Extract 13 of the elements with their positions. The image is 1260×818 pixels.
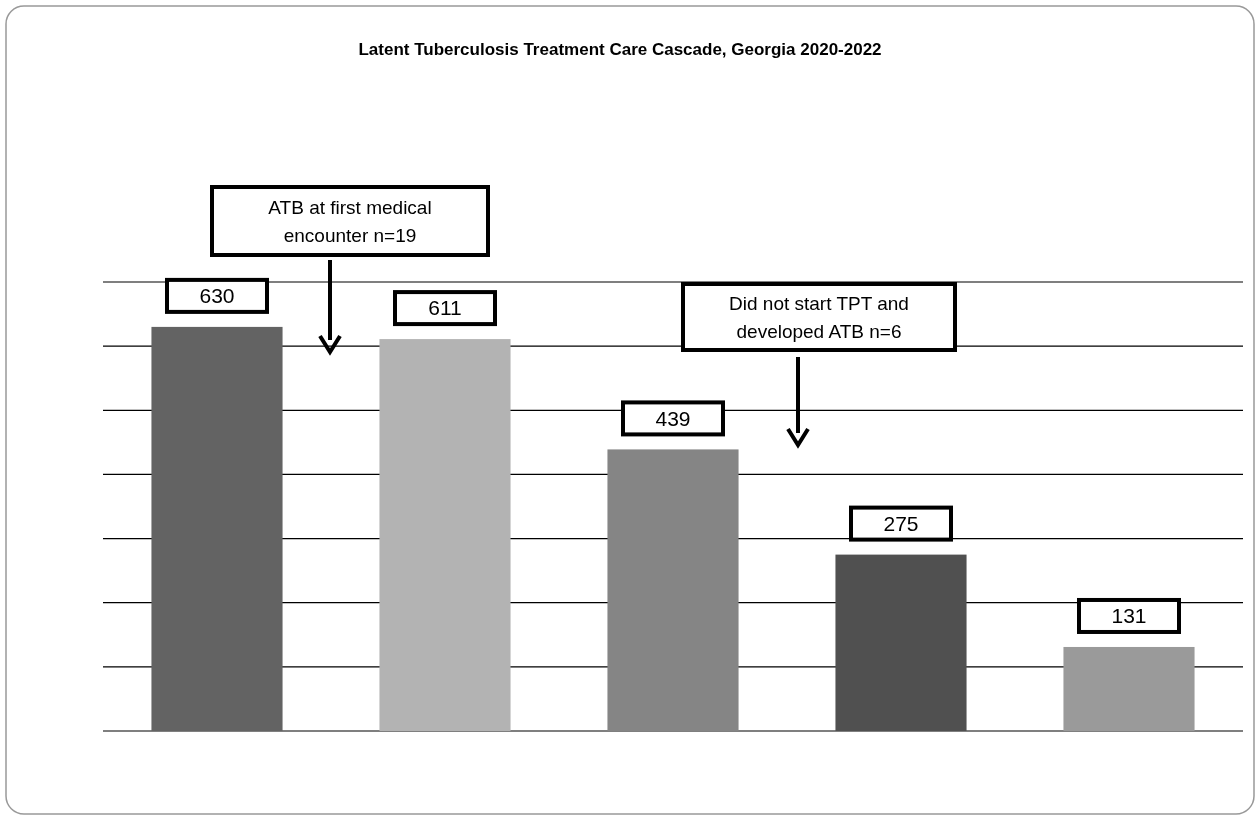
annotation: Did not start TPT and developed ATB n=6 [729,292,909,342]
data-label: 630 [199,284,235,308]
text: ATB at first medical encounter n=19 [268,196,432,246]
bar [379,339,511,731]
data-label: 275 [883,511,919,535]
bar [607,449,739,731]
data-label: 439 [655,406,691,430]
chart-title: Latent Tuberculosis Treatment Care Cascade, Georgia 2020-2022 [358,40,882,59]
bar [1063,646,1195,731]
bar [835,554,967,731]
bar [151,326,283,731]
data-label: 611 [428,296,462,320]
data-label: 131 [1111,604,1147,628]
